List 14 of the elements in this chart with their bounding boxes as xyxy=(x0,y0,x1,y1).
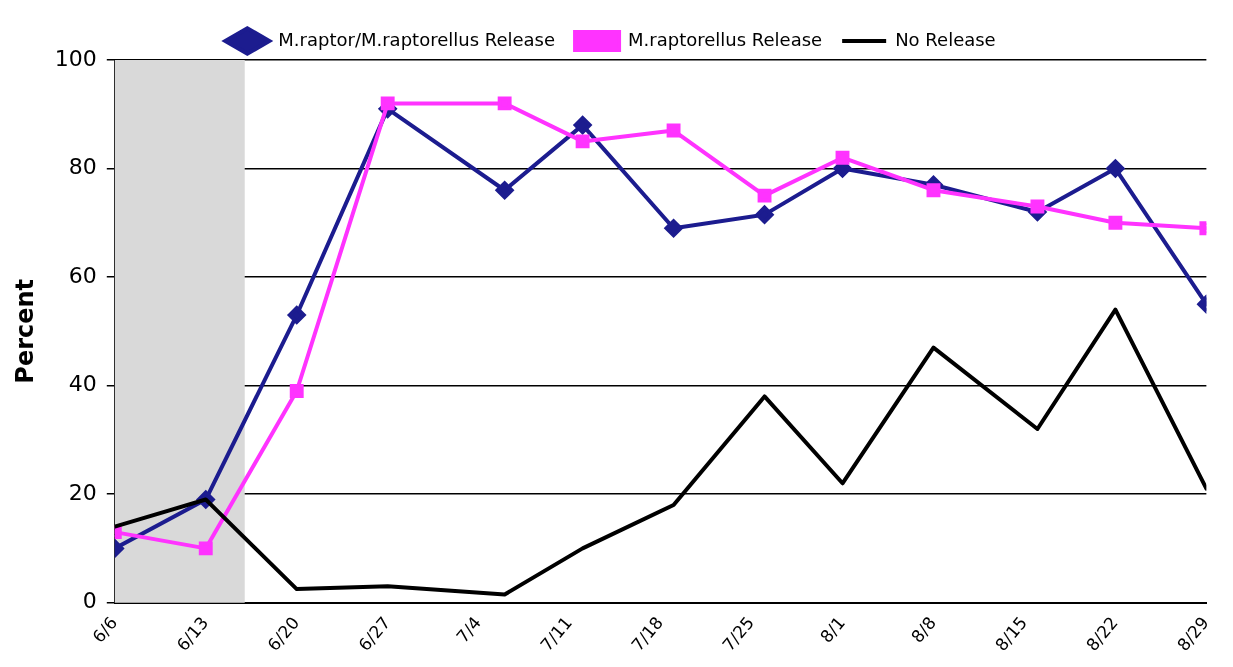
y-tick-label: 80 xyxy=(68,154,97,180)
y-tick-label: 100 xyxy=(54,45,97,71)
y-tick-label: 0 xyxy=(82,588,97,614)
y-tick-label: 20 xyxy=(68,479,97,505)
x-tick-label: 7/4 xyxy=(452,612,486,647)
x-tick-label: 8/1 xyxy=(816,612,849,647)
y-tick-label: 60 xyxy=(68,262,97,288)
legend-label: No Release xyxy=(895,28,996,50)
y-axis-title: Percent xyxy=(10,278,39,384)
legend-label: M.raptor/M.raptorellus Release xyxy=(278,28,556,50)
legend-label: M.raptorellus Release xyxy=(628,28,823,50)
x-tick-label: 8/8 xyxy=(907,612,940,647)
x-tick-label: 6/6 xyxy=(88,612,122,647)
y-tick-label: 40 xyxy=(68,371,97,397)
